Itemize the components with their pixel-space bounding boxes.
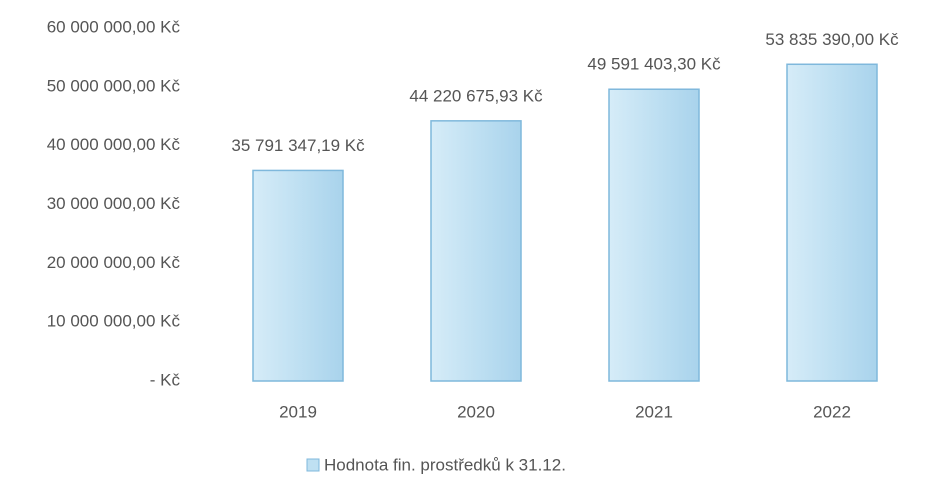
data-label: 53 835 390,00 Kč [765, 30, 899, 49]
bar [252, 169, 344, 382]
bar [786, 63, 878, 382]
x-tick-label: 2019 [279, 402, 317, 421]
bar [430, 120, 522, 382]
legend-label: Hodnota fin. prostředků k 31.12. [324, 455, 566, 474]
x-tick-label: 2020 [457, 402, 495, 421]
y-tick-label: 10 000 000,00 Kč [47, 312, 181, 331]
y-tick-label: - Kč [150, 370, 181, 389]
y-tick-label: 30 000 000,00 Kč [47, 194, 181, 213]
x-tick-label: 2022 [813, 402, 851, 421]
legend-swatch [306, 458, 320, 472]
y-tick-label: 20 000 000,00 Kč [47, 253, 181, 272]
data-label: 49 591 403,30 Kč [587, 55, 721, 74]
y-tick-label: 60 000 000,00 Kč [47, 17, 181, 36]
y-tick-label: 50 000 000,00 Kč [47, 76, 181, 95]
data-label: 35 791 347,19 Kč [231, 136, 365, 155]
x-tick-label: 2021 [635, 402, 673, 421]
y-tick-label: 40 000 000,00 Kč [47, 135, 181, 154]
data-label: 44 220 675,93 Kč [409, 86, 543, 105]
bar [608, 88, 700, 382]
